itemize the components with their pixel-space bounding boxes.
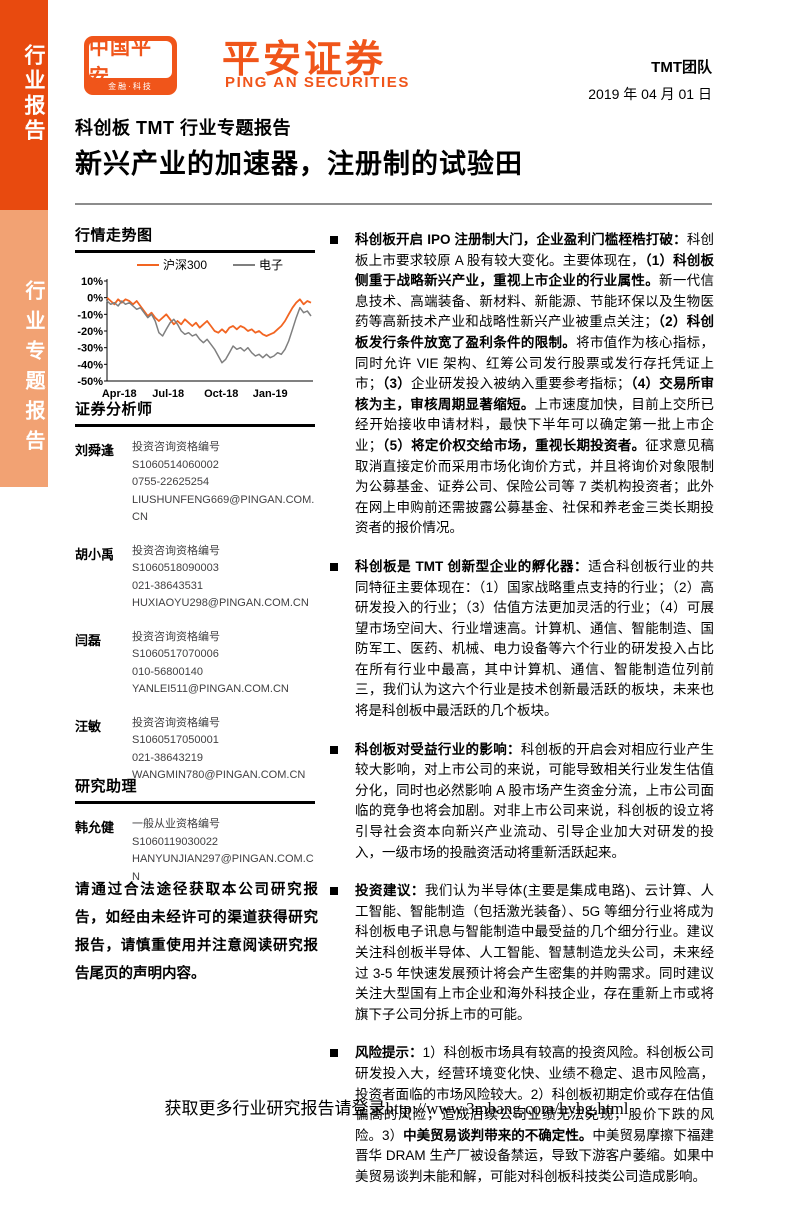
series-line-electronics: [106, 300, 312, 364]
person-details: 投资咨询资格编号 S1060517070006 010-56800140 YANLEI…: [132, 629, 315, 699]
y-tick-label: -50%: [77, 376, 103, 388]
person-name: 闫磊: [75, 632, 102, 648]
chart-heading: 行情走势图: [75, 224, 315, 253]
sidebar-label-special-report: 行业专题报告: [22, 280, 44, 460]
analysts-heading: 证券分析师: [75, 398, 315, 427]
legal-warning-text: 请通过合法途径获取本公司研究报告，如经由未经许可的渠道获得研究报告，请慎重使用并…: [75, 882, 318, 982]
person-detail-line: 投资咨询资格编号: [132, 630, 220, 643]
bullet-text: 投资建议：我们认为半导体(主要是集成电路)、云计算、人工智能、智能制造（包括激光…: [355, 883, 714, 1022]
pingan-logo: 中国平安 金融·科技: [84, 36, 177, 95]
person-details: 投资咨询资格编号 S1060518090003 021-38643531 HUXIAO…: [132, 543, 315, 613]
person-email: HUXIAOYU298@PINGAN.COM.CN: [132, 597, 309, 609]
person-detail-line: S1060119030022: [132, 835, 219, 848]
person-name: 汪敏: [75, 718, 102, 734]
person-detail-line: 投资咨询资格编号: [132, 441, 220, 453]
y-tick-label: -40%: [77, 359, 103, 371]
x-tick-label: Apr-18: [102, 388, 137, 400]
assistants-section: 研究助理 韩允健 一般从业资格编号 S1060119030022 HANYUNJIAN…: [75, 775, 315, 902]
footer: 获取更多行业研究报告请登录http://www.3mbang.com/hybg.…: [0, 1094, 793, 1119]
brand-name-en: PING AN SECURITIES: [225, 74, 410, 91]
person-entry: 闫磊 投资咨询资格编号 S1060517070006 010-56800140 YANL…: [75, 629, 315, 699]
person-details: 投资咨询资格编号 S1060514060002 0755-22625254 LIUSH…: [132, 439, 315, 527]
bullet-square-icon: [330, 740, 355, 864]
bullet-text: 科创板开启 IPO 注册制大门，企业盈利门槛桎梏打破：科创板上市要求较原 A 股…: [355, 232, 715, 536]
legend-label: 沪深300: [163, 258, 207, 272]
sidebar-label-industry-report: 行业报告: [22, 44, 45, 144]
sidebar-band-top: 行业报告: [0, 0, 48, 210]
assistants-heading: 研究助理: [75, 775, 315, 804]
bullet-item: 科创板是 TMT 创新型企业的孵化器：适合科创板行业的共同特征主要体现在：（1）…: [330, 557, 714, 722]
bullet-item: 科创板开启 IPO 注册制大门，企业盈利门槛桎梏打破：科创板上市要求较原 A 股…: [330, 230, 714, 539]
person-email: WANGMIN780@PINGAN.COM.CN: [132, 769, 306, 781]
person-detail-line: 010-56800140: [132, 665, 203, 678]
pingan-logo-text: 中国平安: [89, 37, 172, 88]
analysts-list: 刘舜逢 投资咨询资格编号 S1060514060002 0755-22625254 LI…: [75, 439, 315, 785]
market-trend-section: 行情走势图 10% 0% -10% -20% -30% -40% -50% Apr-18 Jul…: [75, 224, 315, 407]
person-detail-line: 投资咨询资格编号: [132, 544, 220, 557]
y-tick-label: -30%: [77, 343, 103, 355]
title-divider: [75, 203, 712, 205]
person-entry: 胡小禹 投资咨询资格编号 S1060518090003 021-38643531 HUX…: [75, 543, 315, 613]
bullet-text: 科创板是 TMT 创新型企业的孵化器：适合科创板行业的共同特征主要体现在：（1）…: [355, 558, 714, 719]
person-detail-line: 投资咨询资格编号: [132, 716, 220, 729]
bullet-square-icon: [330, 1043, 355, 1187]
person-name: 刘舜逢: [75, 443, 115, 458]
brand-name-cn: 平安证券: [222, 39, 387, 81]
legend-label: 电子: [259, 258, 283, 272]
person-email: HANYUNJIAN297@PINGAN.COM.CN: [132, 853, 314, 883]
person-detail-line: 一般从业资格编号: [132, 818, 220, 830]
person-email: YANLEI511@PINGAN.COM.CN: [132, 683, 289, 695]
person-detail-line: S1060518090003: [132, 562, 219, 574]
person-detail-line: 021-38643531: [132, 579, 203, 592]
bullet-item: 投资建议：我们认为半导体(主要是集成电路)、云计算、人工智能、智能制造（包括激光…: [330, 881, 714, 1025]
series-line-hs300: [106, 297, 312, 337]
person-detail-line: S1060514060002: [132, 458, 219, 471]
bullet-square-icon: [330, 557, 355, 722]
report-kicker: 科创板 TMT 行业专题报告: [75, 118, 291, 138]
y-tick-label: 10%: [81, 276, 103, 288]
person-detail-line: 0755-22625254: [132, 476, 210, 488]
y-tick-label: -10%: [77, 309, 103, 321]
pingan-logo-subtitle: 金融·科技: [108, 82, 153, 91]
person-detail-line: S1060517050001: [132, 734, 219, 746]
assistants-list: 韩允健 一般从业资格编号 S1060119030022 HANYUNJIAN297@P…: [75, 816, 315, 886]
person-name: 胡小禹: [75, 546, 115, 562]
x-tick-label: Oct-18: [204, 388, 238, 400]
report-portal-link[interactable]: 获取更多行业研究报告请登录http://www.3mbang.com/hybg.…: [164, 1099, 629, 1118]
sidebar-band-middle: 行业专题报告: [0, 210, 48, 487]
bullet-square-icon: [330, 881, 355, 1025]
person-details: 投资咨询资格编号 S1060517050001 021-38643219 WANGMI…: [132, 715, 315, 785]
market-trend-chart: 10% 0% -10% -20% -30% -40% -50%Apr-18 Jul-18 Oct…: [77, 258, 313, 400]
person-name: 韩允健: [75, 820, 115, 835]
x-tick-label: Jan-19: [253, 388, 288, 400]
bullet-item: 科创板对受益行业的影响：科创板的开启会对相应行业产生较大影响，对上市公司的来说，…: [330, 740, 714, 864]
person-entry: 韩允健 一般从业资格编号 S1060119030022 HANYUNJIAN297@P…: [75, 816, 315, 886]
y-tick-label: -20%: [77, 326, 103, 338]
person-entry: 刘舜逢 投资咨询资格编号 S1060514060002 0755-22625254 LI…: [75, 439, 315, 527]
person-entry: 汪敏 投资咨询资格编号 S1060517050001 021-38643219 WANG…: [75, 715, 315, 785]
person-email: LIUSHUNFENG669@PINGAN.COM.CN: [132, 493, 315, 524]
page-title: 新兴产业的加速器，注册制的试验田: [75, 149, 523, 179]
report-date: 2019 年 04 月 01 日: [588, 86, 712, 102]
summary-bullets: 科创板开启 IPO 注册制大门，企业盈利门槛桎梏打破：科创板上市要求较原 A 股…: [330, 230, 714, 1206]
person-detail-line: S1060517070006: [132, 648, 219, 660]
y-tick-label: 0%: [87, 293, 103, 305]
person-detail-line: 021-38643219: [132, 751, 203, 764]
x-tick-label: Jul-18: [152, 388, 184, 400]
bullet-text: 科创板对受益行业的影响：科创板的开启会对相应行业产生较大影响，对上市公司的来说，…: [355, 741, 715, 860]
person-details: 一般从业资格编号 S1060119030022 HANYUNJIAN297@PING…: [132, 816, 315, 886]
analysts-section: 证券分析师 刘舜逢 投资咨询资格编号 S1060514060002 0755-2262…: [75, 398, 315, 801]
bullet-square-icon: [330, 230, 355, 539]
team-label: TMT团队: [651, 59, 712, 76]
